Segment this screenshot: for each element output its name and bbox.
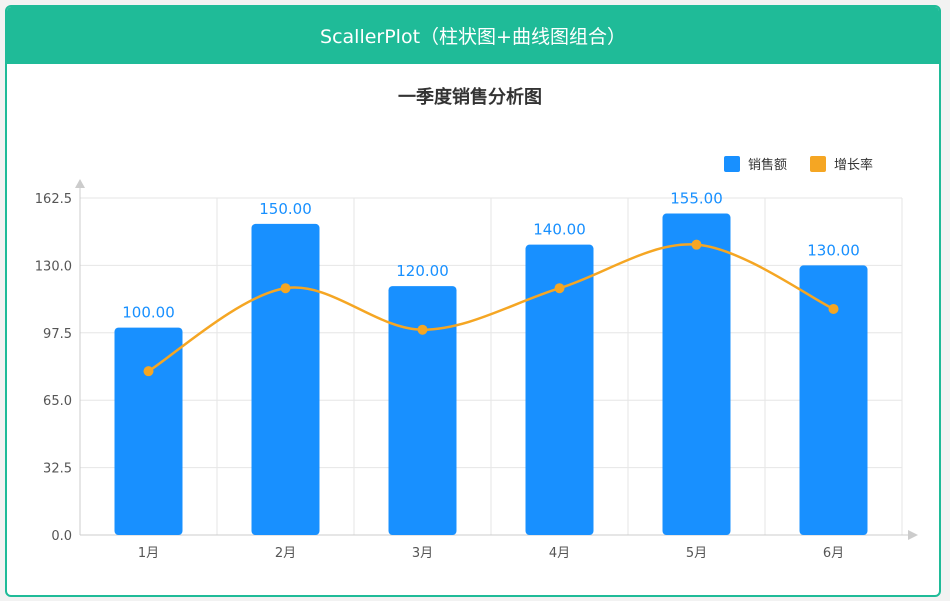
bar-value-label: 155.00: [670, 190, 723, 208]
y-tick-label: 130.0: [35, 259, 72, 274]
growth-point: [143, 366, 154, 377]
bar-value-label: 130.00: [807, 241, 860, 259]
x-tick-label: 3月: [412, 546, 433, 561]
x-tick-label: 5月: [686, 546, 707, 561]
legend-swatch: [810, 156, 826, 172]
growth-point: [691, 239, 702, 250]
bar-value-label: 120.00: [396, 262, 449, 280]
bar: [799, 265, 868, 535]
panel-title: ScallerPlot（柱状图+曲线图组合）: [320, 26, 626, 48]
bar-value-label: 140.00: [533, 221, 586, 239]
growth-point: [554, 283, 565, 294]
growth-point: [280, 283, 291, 294]
x-tick-label: 4月: [549, 546, 570, 561]
y-tick-label: 162.5: [35, 192, 72, 207]
bar: [114, 327, 183, 535]
bar: [525, 244, 594, 535]
growth-point: [828, 303, 839, 314]
legend-swatch: [724, 156, 740, 172]
growth-point: [417, 324, 428, 335]
grid-layer: [80, 197, 903, 535]
x-tick-label: 6月: [823, 546, 844, 561]
bar-layer: [114, 213, 868, 536]
bar: [662, 213, 731, 536]
label-layer: 100.00 150.00 120.00 140.00 155.00 130.00: [122, 190, 860, 322]
bar: [388, 286, 457, 535]
growth-line: [147, 243, 835, 373]
bar: [251, 223, 320, 535]
legend: 销售额 增长率: [724, 156, 873, 173]
y-tick-label: 32.5: [43, 462, 72, 477]
legend-label: 增长率: [834, 157, 873, 173]
y-tick-label: 97.5: [43, 327, 72, 342]
legend-label: 销售额: [748, 157, 787, 173]
panel-header: ScallerPlot（柱状图+曲线图组合）: [7, 7, 939, 64]
x-tick-label: 2月: [275, 546, 296, 561]
y-tick-label: 65.0: [43, 394, 72, 409]
x-axis-arrow: [908, 530, 918, 540]
bar-value-label: 100.00: [122, 304, 175, 322]
y-tick-label: 0.0: [51, 529, 72, 544]
x-tick-label: 1月: [138, 546, 159, 561]
axis-layer: 0.0 32.5 65.0 97.5 130.0 162.5 1月 2月 3月 4月 5月 6月: [35, 179, 918, 561]
y-axis-arrow: [75, 179, 85, 188]
chart-title: 一季度销售分析图: [398, 86, 542, 108]
bar-value-label: 150.00: [259, 200, 312, 218]
line-layer: [143, 239, 839, 377]
